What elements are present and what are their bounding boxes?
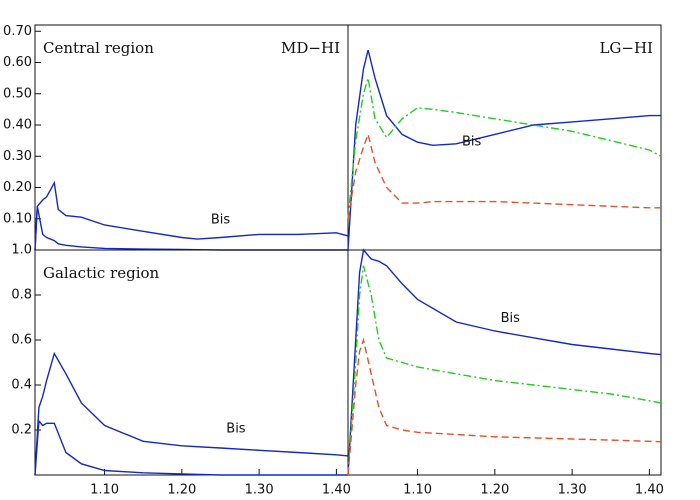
x-tick-label: 1.10 — [403, 483, 432, 498]
y-tick-label: 0.40 — [3, 118, 32, 133]
panel-title: Galactic region — [43, 264, 160, 282]
panel-frame — [34, 24, 349, 251]
y-tick-label: 0.60 — [3, 55, 32, 70]
data-line — [34, 351, 349, 476]
x-tick-label: 1.40 — [635, 483, 664, 498]
data-line — [34, 206, 348, 251]
y-tick-label: 0.50 — [3, 86, 32, 101]
y-tick-label: 0.8 — [11, 288, 32, 303]
panel-frame — [347, 24, 662, 251]
y-tick-label: 0.10 — [3, 211, 32, 226]
y-tick-label: 0.70 — [3, 24, 32, 39]
annotation: Bis — [462, 135, 482, 150]
data-line — [347, 248, 662, 476]
data-line — [347, 132, 661, 219]
y-tick-label: 1.0 — [11, 243, 32, 258]
data-line — [347, 77, 662, 219]
panel-label: LG−HI — [599, 39, 653, 57]
annotation: Bis — [501, 311, 521, 326]
data-line — [34, 180, 349, 251]
panel-frame — [347, 249, 662, 476]
panel-label: MD−HI — [281, 39, 340, 57]
data-line — [347, 49, 661, 251]
data-line — [347, 337, 662, 476]
panel-frame — [34, 249, 349, 476]
annotation: Bis — [226, 421, 246, 436]
panel-title: Central region — [43, 39, 154, 57]
y-tick-label: 0.2 — [11, 423, 32, 438]
x-tick-label: 1.40 — [322, 483, 351, 498]
y-tick-label: 0.6 — [11, 333, 32, 348]
x-tick-label: 1.10 — [90, 483, 119, 498]
y-tick-label: 0.20 — [3, 180, 32, 195]
data-line — [347, 265, 662, 476]
x-tick-label: 1.20 — [167, 483, 196, 498]
y-tick-label: 0.30 — [3, 149, 32, 164]
x-tick-label: 1.30 — [245, 483, 274, 498]
x-tick-label: 1.30 — [558, 483, 587, 498]
data-line — [34, 419, 348, 476]
annotation: Bis — [211, 213, 231, 228]
x-tick-label: 1.20 — [480, 483, 509, 498]
y-tick-label: 0.4 — [11, 378, 32, 393]
